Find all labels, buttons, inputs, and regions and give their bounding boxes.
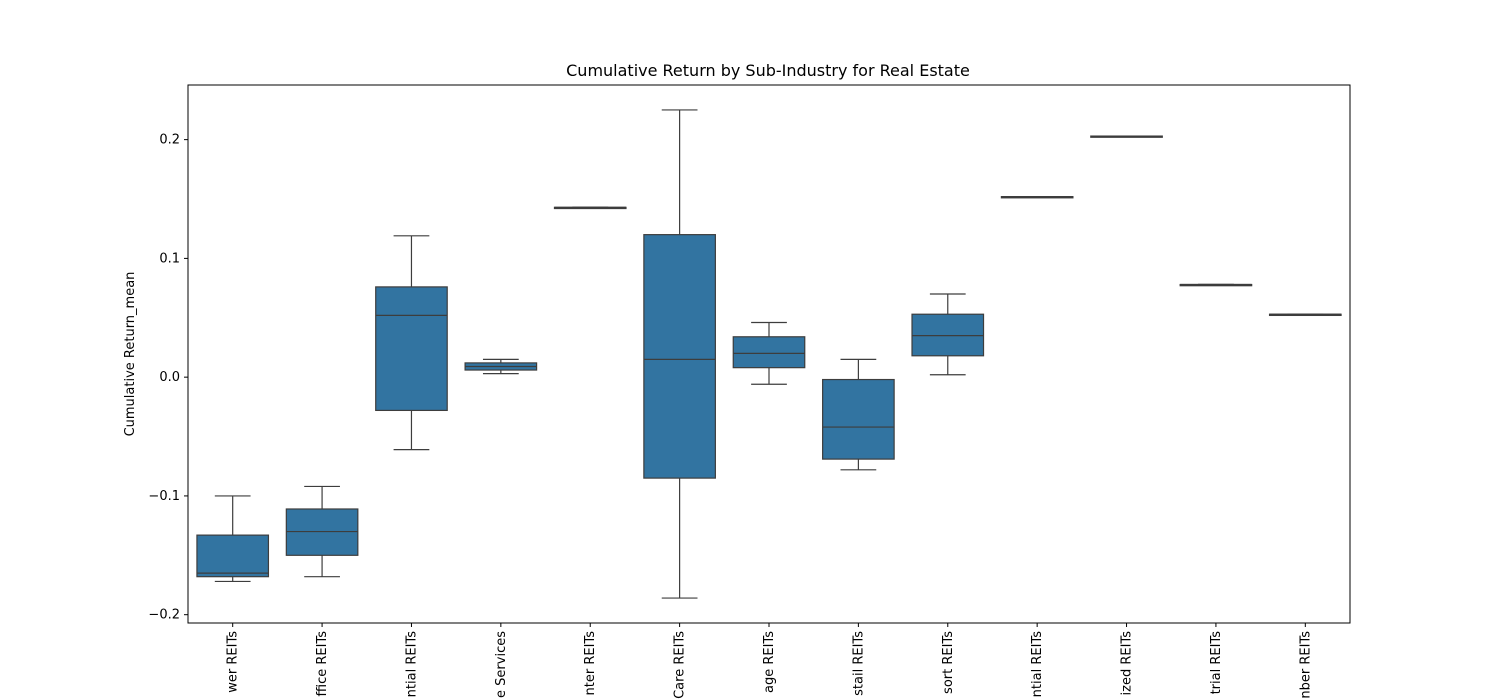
chart-title: Cumulative Return by Sub-Industry for Re… [566, 61, 970, 80]
box-7 [732, 321, 806, 385]
box-2 [285, 485, 359, 578]
x-tick-label: ntial REITs [404, 631, 419, 698]
y-tick-label: −0.2 [148, 608, 180, 623]
x-tick-label: nter REITs [583, 631, 598, 696]
y-tick-label: 0.1 [159, 251, 180, 266]
x-tick-label: ffice REITs [315, 631, 330, 697]
box-3 [375, 235, 448, 451]
x-tick-label: stail REITs [851, 631, 866, 696]
y-axis-label: Cumulative Return_mean [123, 272, 138, 437]
box-8 [822, 358, 895, 471]
box-body [196, 534, 270, 578]
box-body [732, 336, 806, 369]
x-tick-label: age REITs [762, 631, 777, 693]
plot-area [196, 109, 1342, 599]
y-axis: −0.2 −0.1 0.0 0.1 0.2 [148, 133, 188, 623]
box-12 [1179, 283, 1253, 287]
x-tick-label: ized REITs [1120, 631, 1135, 696]
box-body [375, 286, 448, 412]
y-tick-label: 0.0 [159, 370, 180, 385]
x-tick-label: nber REITs [1298, 631, 1313, 699]
box-body [643, 234, 716, 479]
box-10 [1000, 196, 1074, 199]
box-4 [464, 358, 538, 375]
x-tick-label: wer REITs [226, 631, 241, 693]
box-11 [1090, 135, 1163, 138]
box-body [822, 378, 895, 460]
x-tick-label: ntial REITs [1030, 631, 1045, 698]
x-tick-label: sort REITs [941, 631, 956, 694]
y-tick-label: −0.1 [148, 489, 180, 504]
x-tick-label: e Services [494, 631, 509, 698]
box-13 [1268, 313, 1342, 317]
box-1 [196, 495, 270, 583]
x-axis: wer REITs ffice REITs ntial REITs e Service… [226, 623, 1313, 699]
x-tick-label: Care REITs [673, 631, 688, 699]
box-5 [553, 206, 627, 210]
box-9 [911, 293, 985, 376]
box-6 [643, 109, 716, 599]
y-tick-label: 0.2 [159, 133, 180, 148]
x-tick-label: trial REITs [1209, 631, 1224, 695]
